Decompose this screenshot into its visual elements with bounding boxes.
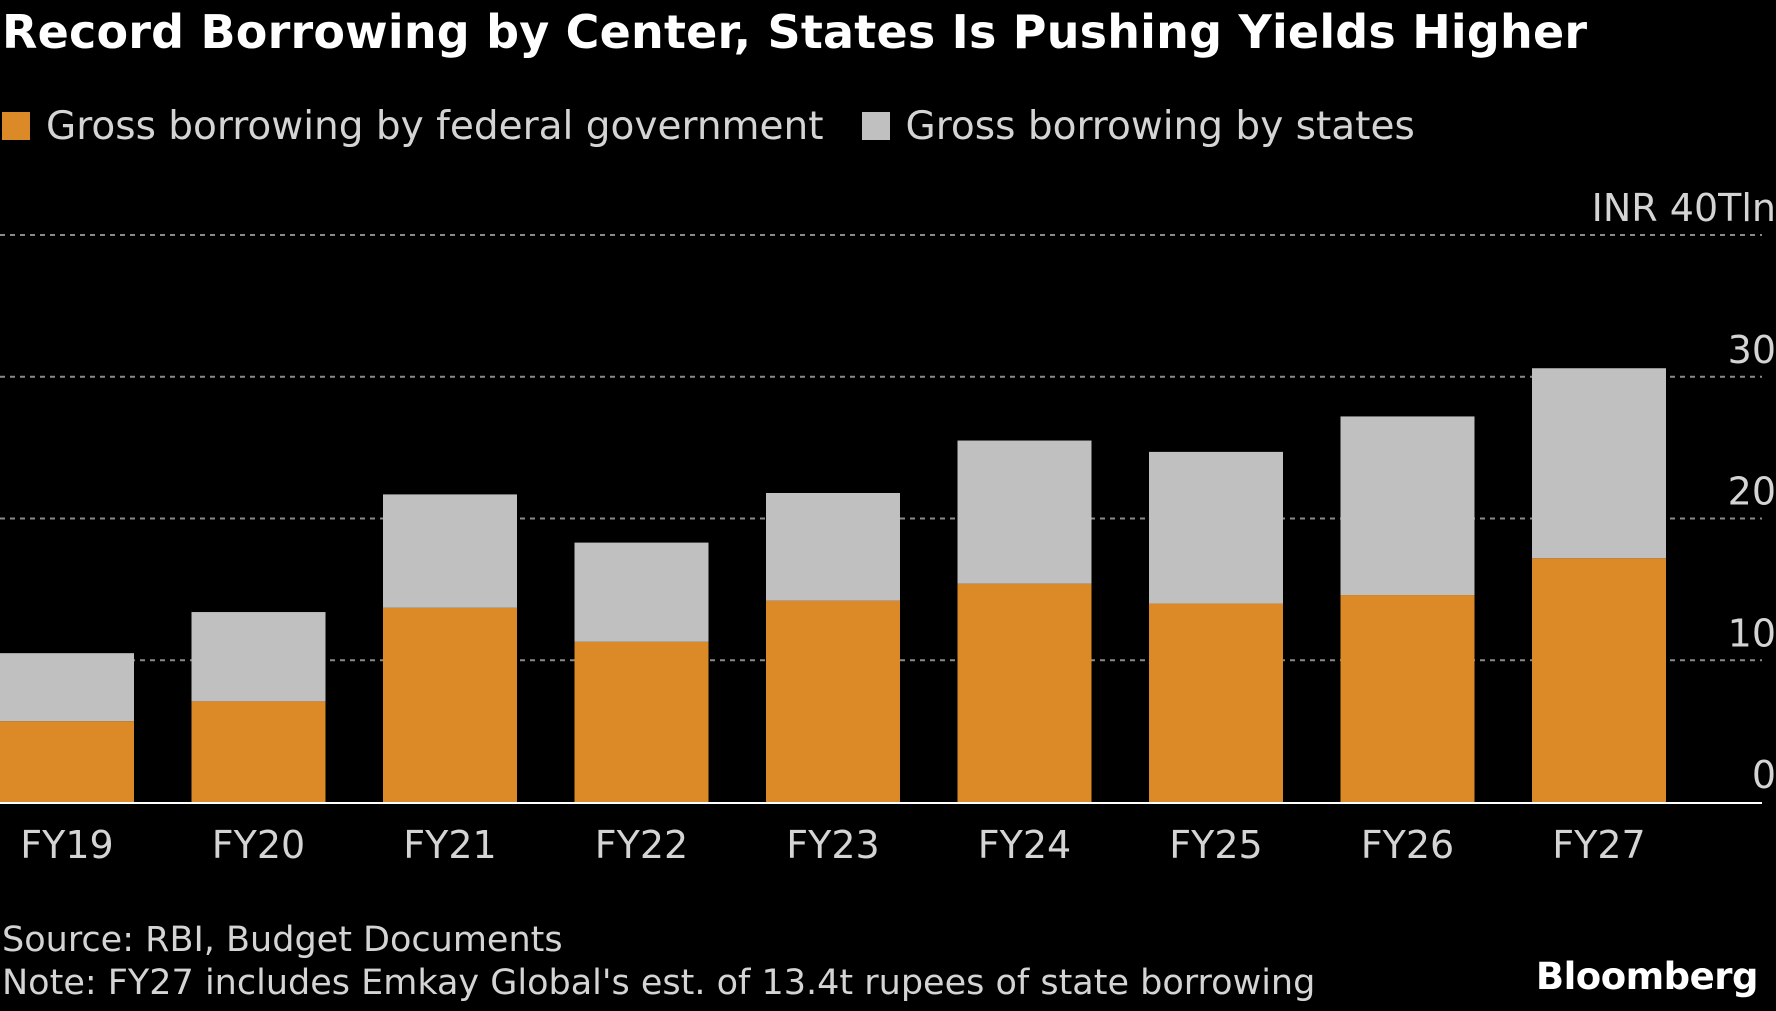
bar-fy25-federal [1149,603,1283,802]
y-tick-label-40: INR 40Tln [1592,186,1776,230]
legend-label-states: Gross borrowing by states [905,103,1415,149]
x-tick-label-fy22: FY22 [595,823,688,867]
bar-fy26-federal [1340,595,1475,802]
bar-fy19-federal [0,721,134,802]
footnote: Note: FY27 includes Emkay Global's est. … [2,963,1316,1003]
x-tick-label-fy20: FY20 [212,823,305,867]
bar-fy25-states [1149,451,1283,604]
legend-item-states: Gross borrowing by states [861,103,1415,149]
bloomberg-logo: Bloomberg [1535,955,1759,998]
legend-item-federal: Gross borrowing by federal government [2,104,824,149]
bar-fy21-federal [383,607,517,802]
bar-fy20-states [191,612,326,702]
bar-fy24-states [957,440,1092,584]
legend-swatch-federal [2,112,30,140]
chart-title: Record Borrowing by Center, States Is Pu… [2,5,1588,59]
bar-fy19-states [0,653,134,722]
x-tick-label-fy27: FY27 [1552,823,1645,867]
bar-fy22-states [574,542,709,642]
bar-fy24-federal [957,583,1092,802]
y-axis-labels: 0 10 20 30 INR 40Tln [1592,186,1776,797]
legend-swatch-states [861,112,890,140]
bar-fy27-federal [1532,558,1666,802]
bar-fy21-states [383,494,517,608]
x-tick-label-fy26: FY26 [1361,823,1454,867]
x-tick-label-fy19: FY19 [20,823,113,867]
y-tick-label-20: 20 [1728,470,1776,514]
bar-fy23-states [766,492,900,601]
y-tick-label-30: 30 [1728,328,1776,372]
x-tick-label-fy24: FY24 [978,823,1071,867]
bar-fy26-states [1340,416,1475,596]
bar-fy27-states [1532,368,1666,559]
legend: Gross borrowing by federal government Gr… [2,98,1453,154]
x-axis-labels: FY19 FY20 FY21 FY22 FY23 FY24 FY25 FY26 FY27 [20,823,1645,867]
bar-fy23-federal [766,600,900,802]
bar-fy20-federal [191,701,326,802]
source-note: Source: RBI, Budget Documents [2,920,563,960]
legend-label-federal: Gross borrowing by federal government [46,103,824,149]
x-tick-label-fy21: FY21 [403,823,496,867]
bar-fy22-federal [574,641,709,802]
bars [0,368,1666,802]
y-tick-label-10: 10 [1728,611,1776,655]
x-tick-label-fy23: FY23 [786,823,879,867]
y-tick-label-0: 0 [1752,753,1776,797]
x-tick-label-fy25: FY25 [1169,823,1262,867]
